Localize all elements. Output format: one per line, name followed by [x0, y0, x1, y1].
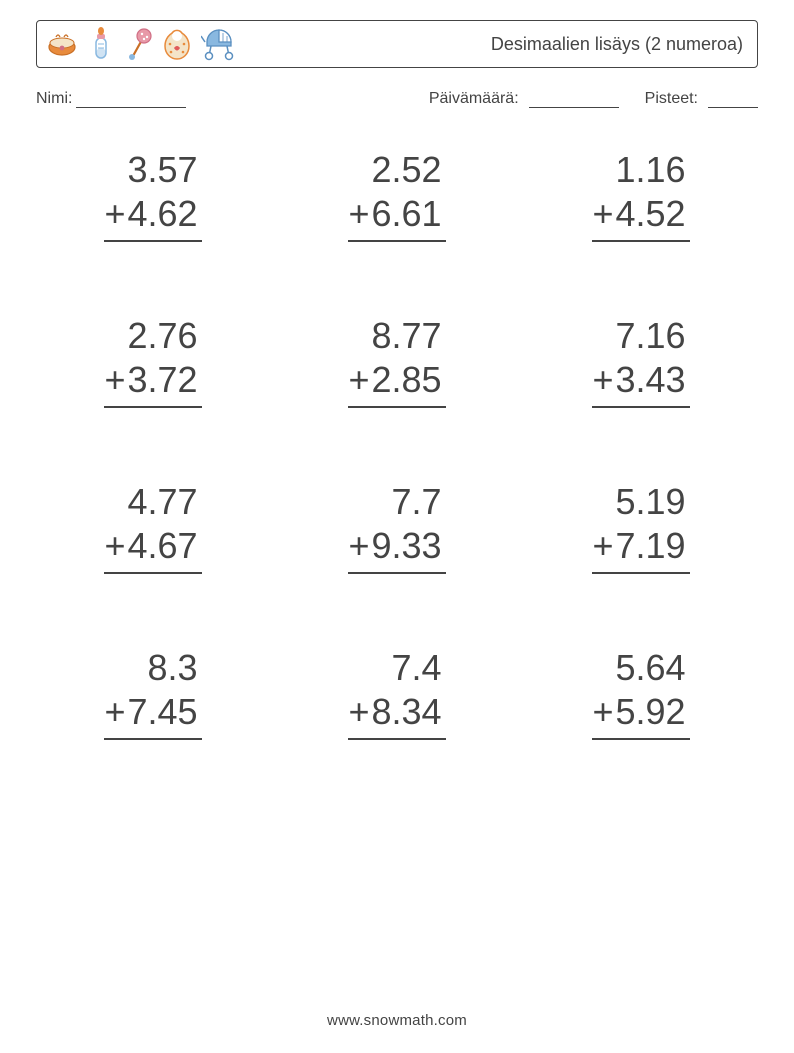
- problems-grid: 3.57+4.622.52+6.611.16+4.522.76+3.728.77…: [36, 148, 758, 740]
- addend-bottom: 3.43: [615, 358, 685, 402]
- operator: +: [104, 690, 125, 734]
- operator: +: [592, 192, 613, 236]
- problem-inner: 2.52+6.61: [348, 148, 445, 242]
- date-label: Päivämäärä:: [429, 90, 519, 108]
- bib-icon: [161, 26, 193, 62]
- addend-bottom-line: +5.92: [592, 690, 689, 740]
- addend-bottom-line: +3.72: [104, 358, 201, 408]
- problem-inner: 2.76+3.72: [104, 314, 201, 408]
- problem: 3.57+4.62: [46, 148, 260, 242]
- addend-top: 1.16: [592, 148, 689, 192]
- operator: +: [348, 690, 369, 734]
- worksheet-title: Desimaalien lisäys (2 numeroa): [491, 34, 743, 55]
- addend-bottom-line: +2.85: [348, 358, 445, 408]
- problem: 7.16+3.43: [534, 314, 748, 408]
- addend-top: 8.3: [104, 646, 201, 690]
- problem-inner: 5.19+7.19: [592, 480, 689, 574]
- problem-inner: 8.77+2.85: [348, 314, 445, 408]
- addend-bottom: 5.92: [615, 690, 685, 734]
- addend-bottom-line: +4.67: [104, 524, 201, 574]
- problem-inner: 7.4+8.34: [348, 646, 445, 740]
- addend-top: 7.16: [592, 314, 689, 358]
- rattle-icon: [123, 26, 153, 62]
- problem-inner: 7.7+9.33: [348, 480, 445, 574]
- problem: 5.64+5.92: [534, 646, 748, 740]
- stroller-icon: [201, 26, 237, 62]
- addend-bottom-line: +4.62: [104, 192, 201, 242]
- addend-bottom-line: +8.34: [348, 690, 445, 740]
- problem: 4.77+4.67: [46, 480, 260, 574]
- operator: +: [592, 358, 613, 402]
- addend-top: 7.7: [348, 480, 445, 524]
- problem-inner: 1.16+4.52: [592, 148, 689, 242]
- operator: +: [104, 358, 125, 402]
- bottle-icon: [87, 26, 115, 62]
- problem-inner: 8.3+7.45: [104, 646, 201, 740]
- operator: +: [348, 524, 369, 568]
- operator: +: [592, 524, 613, 568]
- operator: +: [348, 192, 369, 236]
- addend-bottom-line: +7.45: [104, 690, 201, 740]
- score-label: Pisteet:: [645, 90, 698, 108]
- meta-row: Nimi: Päivämäärä: Pisteet:: [36, 90, 758, 108]
- addend-top: 5.19: [592, 480, 689, 524]
- worksheet-page: Desimaalien lisäys (2 numeroa) Nimi: Päi…: [0, 0, 794, 1053]
- addend-bottom: 8.34: [371, 690, 441, 734]
- addend-bottom-line: +6.61: [348, 192, 445, 242]
- name-underline: [76, 91, 186, 108]
- addend-bottom-line: +7.19: [592, 524, 689, 574]
- name-field: Nimi:: [36, 90, 186, 108]
- score-underline: [708, 91, 758, 108]
- problem: 2.52+6.61: [290, 148, 504, 242]
- addend-bottom: 4.67: [127, 524, 197, 568]
- addend-bottom-line: +4.52: [592, 192, 689, 242]
- name-label: Nimi:: [36, 90, 72, 108]
- addend-bottom: 2.85: [371, 358, 441, 402]
- addend-top: 8.77: [348, 314, 445, 358]
- problem-inner: 4.77+4.67: [104, 480, 201, 574]
- problem: 7.7+9.33: [290, 480, 504, 574]
- addend-top: 2.52: [348, 148, 445, 192]
- problem: 7.4+8.34: [290, 646, 504, 740]
- header-box: Desimaalien lisäys (2 numeroa): [36, 20, 758, 68]
- date-underline: [529, 91, 619, 108]
- footer-url: www.snowmath.com: [0, 1012, 794, 1029]
- problem-inner: 7.16+3.43: [592, 314, 689, 408]
- problem: 1.16+4.52: [534, 148, 748, 242]
- addend-top: 3.57: [104, 148, 201, 192]
- addend-top: 7.4: [348, 646, 445, 690]
- addend-bottom: 7.19: [615, 524, 685, 568]
- addend-top: 2.76: [104, 314, 201, 358]
- operator: +: [592, 690, 613, 734]
- addend-bottom: 9.33: [371, 524, 441, 568]
- operator: +: [104, 524, 125, 568]
- bowl-icon: [45, 27, 79, 61]
- addend-top: 5.64: [592, 646, 689, 690]
- operator: +: [348, 358, 369, 402]
- operator: +: [104, 192, 125, 236]
- addend-bottom: 4.52: [615, 192, 685, 236]
- problem: 8.3+7.45: [46, 646, 260, 740]
- addend-bottom-line: +3.43: [592, 358, 689, 408]
- icon-strip: [45, 26, 237, 62]
- addend-bottom: 3.72: [127, 358, 197, 402]
- problem-inner: 3.57+4.62: [104, 148, 201, 242]
- problem: 2.76+3.72: [46, 314, 260, 408]
- problem-inner: 5.64+5.92: [592, 646, 689, 740]
- problem: 5.19+7.19: [534, 480, 748, 574]
- addend-bottom: 4.62: [127, 192, 197, 236]
- addend-bottom: 7.45: [127, 690, 197, 734]
- addend-top: 4.77: [104, 480, 201, 524]
- problem: 8.77+2.85: [290, 314, 504, 408]
- addend-bottom: 6.61: [371, 192, 441, 236]
- addend-bottom-line: +9.33: [348, 524, 445, 574]
